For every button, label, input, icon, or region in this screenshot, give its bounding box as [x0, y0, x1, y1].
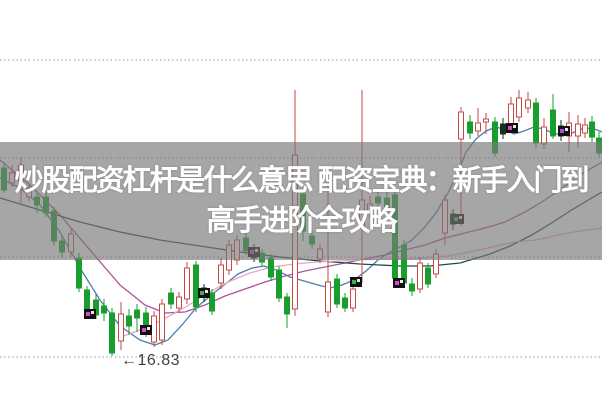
candle [425, 267, 431, 285]
candle [193, 264, 199, 308]
candle [500, 123, 506, 135]
candle [409, 283, 415, 292]
candle [218, 264, 224, 284]
candle [325, 281, 331, 313]
candle [589, 121, 595, 138]
candle [126, 315, 132, 327]
candle [467, 121, 473, 134]
headline-line-2: 高手进阶全攻略 [206, 205, 397, 237]
candle [118, 313, 124, 342]
headline-line-1: 炒股配资杠杆是什么意思 配资宝典：新手入门到 [14, 165, 589, 197]
ma-short [0, 126, 602, 346]
candle [151, 315, 157, 343]
candle [109, 312, 115, 354]
candle [134, 309, 140, 319]
candle [516, 97, 522, 118]
candle [575, 123, 581, 137]
candle [101, 305, 107, 314]
candle [483, 118, 489, 123]
candle [76, 257, 82, 289]
candle [84, 289, 90, 313]
candle [143, 312, 149, 327]
candle [276, 269, 282, 299]
candle [417, 262, 423, 290]
price-annotation: ←16.83 [121, 352, 180, 369]
candle [533, 102, 539, 144]
candle [209, 292, 215, 312]
candle [458, 111, 464, 140]
candle [176, 296, 182, 309]
candle [475, 122, 481, 132]
candle [525, 99, 531, 109]
candle [184, 267, 190, 300]
candle [268, 257, 274, 278]
candle [168, 292, 174, 305]
candle [284, 296, 290, 315]
candle [342, 297, 348, 309]
candle [159, 303, 165, 341]
headline-banner: 炒股配资杠杆是什么意思 配资宝典：新手入门到 高手进阶全攻略 [0, 142, 602, 260]
candle [350, 288, 356, 309]
candle [550, 109, 556, 137]
candle [334, 278, 340, 305]
candle [582, 124, 588, 134]
